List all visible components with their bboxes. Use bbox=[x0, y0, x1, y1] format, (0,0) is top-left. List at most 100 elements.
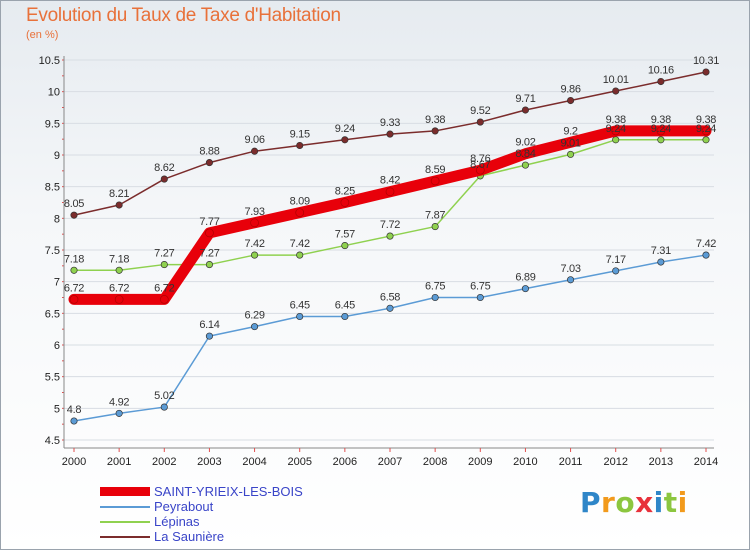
logo-letter: r bbox=[601, 486, 616, 519]
legend-item: Peyrabout bbox=[100, 499, 340, 514]
logo-letter: i bbox=[677, 486, 688, 519]
x-tick-label: 2010 bbox=[513, 456, 537, 468]
data-point bbox=[386, 130, 394, 138]
data-point bbox=[430, 176, 440, 186]
legend-label: SAINT-YRIEIX-LES-BOIS bbox=[154, 484, 303, 499]
data-point bbox=[657, 136, 665, 144]
data-point bbox=[612, 87, 620, 95]
data-label: 9.86 bbox=[560, 84, 580, 96]
data-label: 9.38 bbox=[425, 114, 445, 126]
x-tick-label: 2005 bbox=[287, 456, 311, 468]
data-label: 7.27 bbox=[154, 248, 174, 260]
y-tick-label: 5.5 bbox=[45, 372, 60, 384]
data-point bbox=[205, 159, 213, 167]
data-point bbox=[702, 251, 710, 259]
data-point bbox=[476, 293, 484, 302]
data-label: 9.38 bbox=[696, 114, 716, 126]
data-label: 9.15 bbox=[290, 129, 310, 141]
legend-label: Peyrabout bbox=[154, 499, 214, 514]
y-tick-label: 8 bbox=[54, 213, 60, 225]
data-point bbox=[431, 223, 439, 231]
data-label: 7.72 bbox=[380, 219, 400, 231]
chart-title: Evolution du Taux de Taxe d'Habitation bbox=[26, 5, 341, 26]
data-label: 7.77 bbox=[199, 216, 219, 228]
data-label: 9.52 bbox=[470, 105, 490, 117]
data-point bbox=[159, 295, 169, 304]
data-point bbox=[250, 218, 259, 228]
data-point bbox=[612, 136, 620, 144]
data-label: 7.31 bbox=[651, 245, 671, 257]
y-tick-label: 9.5 bbox=[45, 118, 60, 130]
data-label: 7.87 bbox=[425, 210, 445, 222]
data-label: 9.24 bbox=[651, 123, 671, 135]
legend-label: La Saunière bbox=[154, 529, 225, 544]
y-tick-label: 9 bbox=[54, 150, 60, 162]
data-label: 6.72 bbox=[109, 282, 129, 294]
data-point bbox=[69, 295, 79, 304]
y-tick-label: 7 bbox=[54, 277, 60, 289]
data-point bbox=[341, 136, 349, 144]
y-tick-label: 10 bbox=[48, 87, 60, 99]
data-label: 8.67 bbox=[470, 159, 490, 171]
data-label: 9.38 bbox=[606, 114, 626, 126]
data-label: 9.2 bbox=[563, 125, 578, 137]
data-label: 8.21 bbox=[109, 188, 129, 200]
data-label: 6.14 bbox=[199, 319, 219, 331]
data-point bbox=[611, 126, 621, 136]
data-labels: 6.72 6.72 6.72 7.77 7.93 8.09 8.25 8.42 8.59 8.76… bbox=[64, 55, 720, 416]
data-label: 10.31 bbox=[693, 55, 719, 67]
x-tick-label: 2012 bbox=[603, 456, 627, 468]
data-label: 6.75 bbox=[425, 281, 445, 293]
data-point bbox=[567, 96, 575, 105]
data-label: 9.24 bbox=[335, 123, 355, 135]
logo-letter: o bbox=[615, 486, 636, 519]
y-tick-label: 6 bbox=[54, 340, 60, 352]
data-point bbox=[251, 251, 259, 259]
data-point bbox=[567, 276, 575, 284]
data-point bbox=[160, 175, 168, 183]
data-label: 9.02 bbox=[515, 137, 535, 149]
data-label: 8.59 bbox=[425, 164, 445, 176]
data-label: 6.58 bbox=[380, 291, 400, 303]
data-label: 7.42 bbox=[696, 238, 716, 250]
data-point bbox=[431, 127, 439, 135]
legend-item: SAINT-YRIEIX-LES-BOIS bbox=[100, 484, 340, 499]
data-label: 5.02 bbox=[154, 390, 174, 402]
data-point bbox=[70, 417, 78, 425]
data-point bbox=[205, 261, 213, 269]
data-label: 8.05 bbox=[64, 198, 84, 210]
data-label: 6.45 bbox=[290, 300, 310, 312]
data-label: 7.18 bbox=[109, 253, 129, 265]
logo-letter: i bbox=[653, 486, 664, 519]
data-point bbox=[296, 141, 304, 150]
data-label: 9.24 bbox=[606, 123, 626, 135]
data-label: 4.92 bbox=[109, 396, 129, 408]
data-label: 8.76 bbox=[470, 153, 490, 165]
data-point bbox=[160, 261, 168, 269]
data-label: 6.89 bbox=[515, 272, 535, 284]
data-label: 7.27 bbox=[199, 248, 219, 260]
data-point bbox=[251, 147, 259, 155]
data-label: 6.72 bbox=[154, 282, 174, 294]
y-tick-label: 7.5 bbox=[45, 245, 60, 257]
unit-label: (en %) bbox=[26, 29, 59, 41]
data-point bbox=[702, 68, 710, 76]
data-point bbox=[612, 267, 620, 275]
x-tick-label: 2009 bbox=[468, 456, 492, 468]
legend-swatch bbox=[100, 506, 150, 508]
data-label: 7.42 bbox=[290, 238, 310, 250]
data-point bbox=[386, 304, 394, 312]
legend-swatch bbox=[100, 536, 150, 538]
y-tick-label: 10.5 bbox=[39, 55, 60, 67]
legend-swatch bbox=[100, 487, 150, 496]
logo-letter: x bbox=[635, 486, 654, 519]
series-line-0 bbox=[68, 125, 712, 305]
data-label: 9.24 bbox=[696, 123, 716, 135]
data-label: 6.72 bbox=[64, 282, 84, 294]
logo-letter: P bbox=[580, 486, 602, 519]
x-tick-label: 2002 bbox=[152, 456, 176, 468]
data-label: 9.33 bbox=[380, 117, 400, 129]
data-point bbox=[341, 242, 349, 250]
x-tick-label: 2008 bbox=[423, 456, 447, 468]
